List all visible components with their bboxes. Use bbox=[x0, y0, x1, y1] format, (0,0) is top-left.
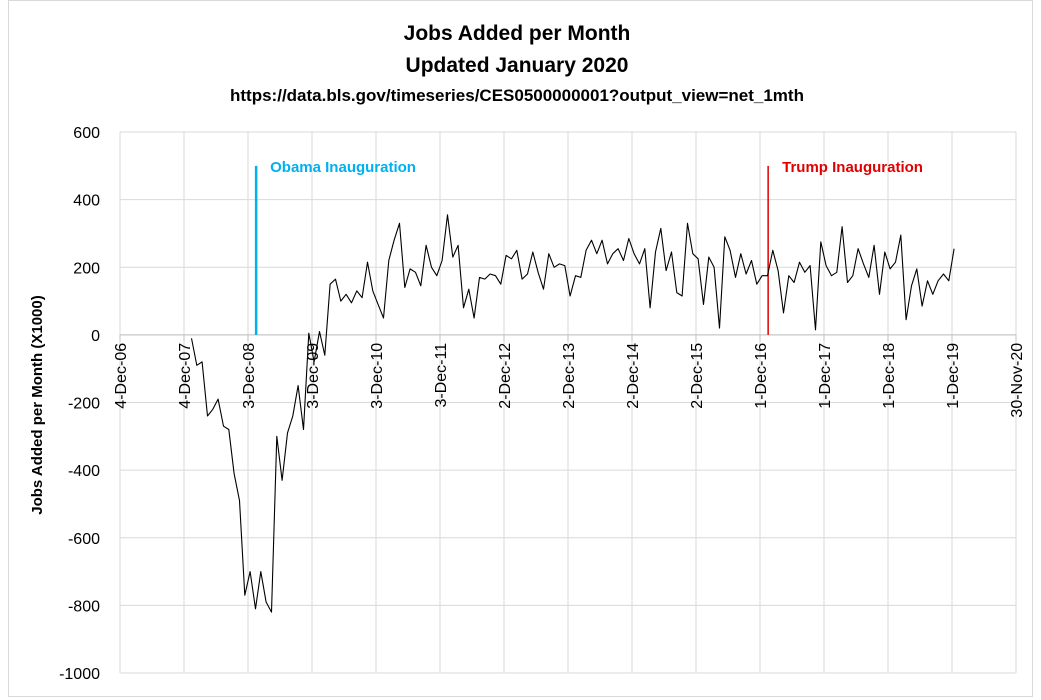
x-tick-label: 3-Dec-08 bbox=[241, 343, 258, 409]
y-axis-title: Jobs Added per Month (X1000) bbox=[29, 295, 46, 514]
chart-subtitle: Updated January 2020 bbox=[406, 54, 629, 77]
x-tick-label: 3-Dec-11 bbox=[433, 343, 450, 408]
x-tick-label: 4-Dec-07 bbox=[177, 343, 194, 409]
y-tick-label: 400 bbox=[73, 193, 100, 210]
x-tick-label: 3-Dec-10 bbox=[369, 343, 386, 409]
series-layer bbox=[190, 214, 955, 613]
x-tick-label: 1-Dec-19 bbox=[945, 343, 962, 409]
chart-frame bbox=[8, 0, 1033, 697]
y-tick-label: -200 bbox=[68, 396, 100, 413]
y-tick-label: -600 bbox=[68, 531, 100, 548]
x-tick-label: 1-Dec-17 bbox=[817, 343, 834, 409]
y-tick-label: -1000 bbox=[59, 666, 100, 683]
x-tick-label: 30-Nov-20 bbox=[1009, 343, 1026, 418]
chart-source-line: https://data.bls.gov/timeseries/CES05000… bbox=[230, 86, 804, 105]
annotation-label: Trump Inauguration bbox=[782, 159, 923, 176]
annotation-label: Obama Inauguration bbox=[270, 159, 416, 176]
chart-title: Jobs Added per Month bbox=[404, 22, 631, 45]
x-tick-label: 1-Dec-16 bbox=[753, 343, 770, 409]
x-tick-label: 2-Dec-12 bbox=[497, 343, 514, 409]
y-tick-label: 0 bbox=[91, 328, 100, 345]
x-tick-label: 1-Dec-18 bbox=[881, 343, 898, 409]
y-tick-label: -800 bbox=[68, 598, 100, 615]
x-tick-label: 2-Dec-15 bbox=[689, 343, 706, 409]
y-tick-label: -400 bbox=[68, 463, 100, 480]
x-tick-label: 4-Dec-06 bbox=[113, 343, 130, 409]
x-tick-label: 3-Dec-09 bbox=[305, 343, 322, 409]
grid-lines bbox=[119, 131, 1017, 674]
x-axis-ticks: 4-Dec-06 4-Dec-07 3-Dec-08 3-Dec-09 3-Dec-10… bbox=[113, 343, 1026, 418]
x-tick-label: 2-Dec-14 bbox=[625, 343, 642, 409]
series-line bbox=[190, 214, 955, 613]
y-tick-label: 600 bbox=[73, 125, 100, 142]
x-tick-label: 2-Dec-13 bbox=[561, 343, 578, 409]
y-tick-label: 200 bbox=[73, 260, 100, 277]
annotations: Obama Inauguration Trump Inauguration bbox=[254, 159, 923, 335]
y-axis-ticks: 600 400 200 0 -200 -400 -600 -800 -1000 bbox=[59, 125, 100, 683]
